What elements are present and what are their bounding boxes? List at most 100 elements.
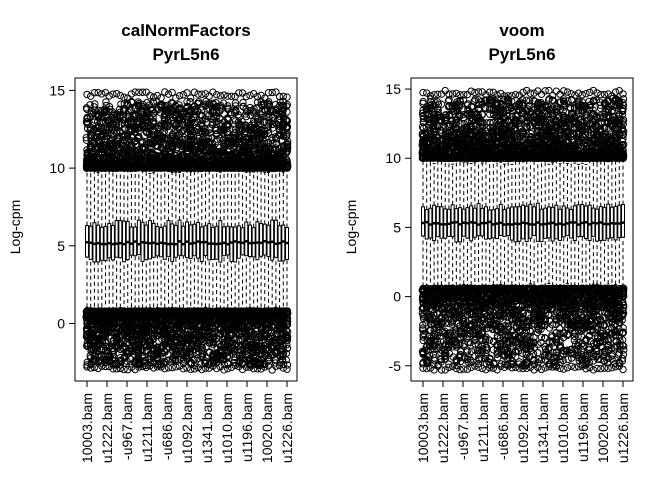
- chart-title-line2: PyrL5n6: [152, 45, 219, 64]
- outlier-point: [164, 90, 173, 98]
- outlier-point: [123, 348, 131, 357]
- box: [110, 224, 115, 261]
- box: [262, 223, 267, 256]
- outlier-point: [116, 353, 125, 362]
- box: [240, 227, 245, 256]
- box: [225, 225, 230, 256]
- outlier-point: [127, 314, 135, 322]
- outlier-point: [146, 358, 155, 367]
- outlier-point: [104, 148, 113, 156]
- outlier-point: [97, 336, 105, 344]
- outlier-point: [131, 88, 139, 96]
- outlier-point: [135, 358, 143, 367]
- outlier-point: [238, 89, 247, 97]
- x-tick-label: 10003.bam: [79, 393, 95, 463]
- box: [424, 209, 429, 240]
- x-tick-label: u1222.bam: [99, 393, 115, 463]
- box: [122, 220, 127, 263]
- outlier-point: [90, 89, 99, 97]
- outlier-point: [119, 113, 128, 121]
- outlier-point: [283, 365, 291, 373]
- outlier-point: [127, 137, 135, 145]
- y-tick-label: 10: [49, 160, 65, 176]
- outlier-point: [112, 121, 121, 129]
- x-tick-label: 10020.bam: [259, 393, 275, 463]
- outlier-point: [82, 136, 91, 144]
- outlier-point: [97, 114, 105, 122]
- box: [233, 226, 238, 263]
- box: [255, 221, 260, 261]
- outlier-point: [98, 90, 106, 98]
- outlier-point: [142, 88, 150, 96]
- outlier-point: [116, 163, 124, 172]
- box: [270, 219, 275, 261]
- box: [107, 223, 112, 259]
- outlier-point: [101, 342, 110, 350]
- box: [222, 226, 227, 257]
- outlier-point: [115, 105, 124, 113]
- outlier-point: [246, 91, 254, 100]
- outlier-point: [116, 364, 125, 373]
- outlier-point: [108, 163, 116, 171]
- outlier-point: [87, 364, 95, 372]
- x-tick-label: -u686.bam: [159, 393, 175, 460]
- outlier-point: [146, 138, 154, 147]
- x-tick-label: u1092.bam: [179, 393, 195, 463]
- y-axis-label: Log-cpm: [7, 200, 23, 254]
- box: [177, 219, 182, 256]
- outlier-point: [190, 88, 199, 96]
- outlier-point: [94, 88, 102, 97]
- box: [166, 220, 171, 257]
- outlier-point: [138, 88, 147, 96]
- y-tick-label: 15: [49, 82, 65, 98]
- outlier-point: [94, 364, 102, 373]
- outlier-point: [101, 338, 110, 346]
- x-tick-label: u1196.bam: [239, 393, 255, 462]
- outlier-point: [131, 128, 139, 136]
- y-tick-label: 5: [57, 238, 65, 254]
- x-tick-label: u1341.bam: [199, 393, 215, 463]
- box: [114, 219, 119, 258]
- outlier-point: [101, 125, 109, 133]
- outlier-point: [161, 88, 169, 96]
- outlier-point: [131, 365, 139, 374]
- box: [207, 223, 212, 261]
- outlier-point: [135, 363, 143, 371]
- outlier-point: [142, 122, 150, 130]
- box: [266, 224, 271, 258]
- box: [244, 221, 249, 257]
- chart-title-line1: voom: [499, 21, 544, 40]
- box: [218, 220, 223, 263]
- box: [259, 223, 264, 257]
- box: [185, 221, 189, 259]
- box: [125, 220, 130, 261]
- outlier-point: [172, 94, 180, 102]
- outlier-point: [127, 90, 136, 98]
- outlier-point: [112, 89, 121, 98]
- box: [199, 226, 204, 263]
- outlier-point: [90, 363, 99, 372]
- outlier-point: [112, 319, 120, 327]
- outlier-point: [139, 138, 147, 147]
- box: [196, 222, 201, 259]
- outlier-point: [231, 92, 239, 101]
- outlier-point: [179, 91, 187, 99]
- outlier-point: [157, 94, 165, 102]
- outlier-point: [123, 143, 131, 152]
- outlier-point: [135, 88, 143, 97]
- outlier-point: [83, 90, 91, 99]
- chart-title-line2: PyrL5n6: [488, 45, 555, 64]
- outlier-point: [97, 118, 105, 126]
- outlier-point: [90, 315, 98, 323]
- box: [129, 226, 134, 256]
- box: [247, 224, 252, 258]
- outlier-point: [149, 106, 157, 114]
- outlier-point: [153, 91, 162, 100]
- box: [203, 225, 208, 256]
- outlier-point: [142, 111, 150, 120]
- box: [155, 226, 160, 257]
- outlier-point: [138, 348, 146, 356]
- x-tick-label: -u967.bam: [119, 393, 135, 460]
